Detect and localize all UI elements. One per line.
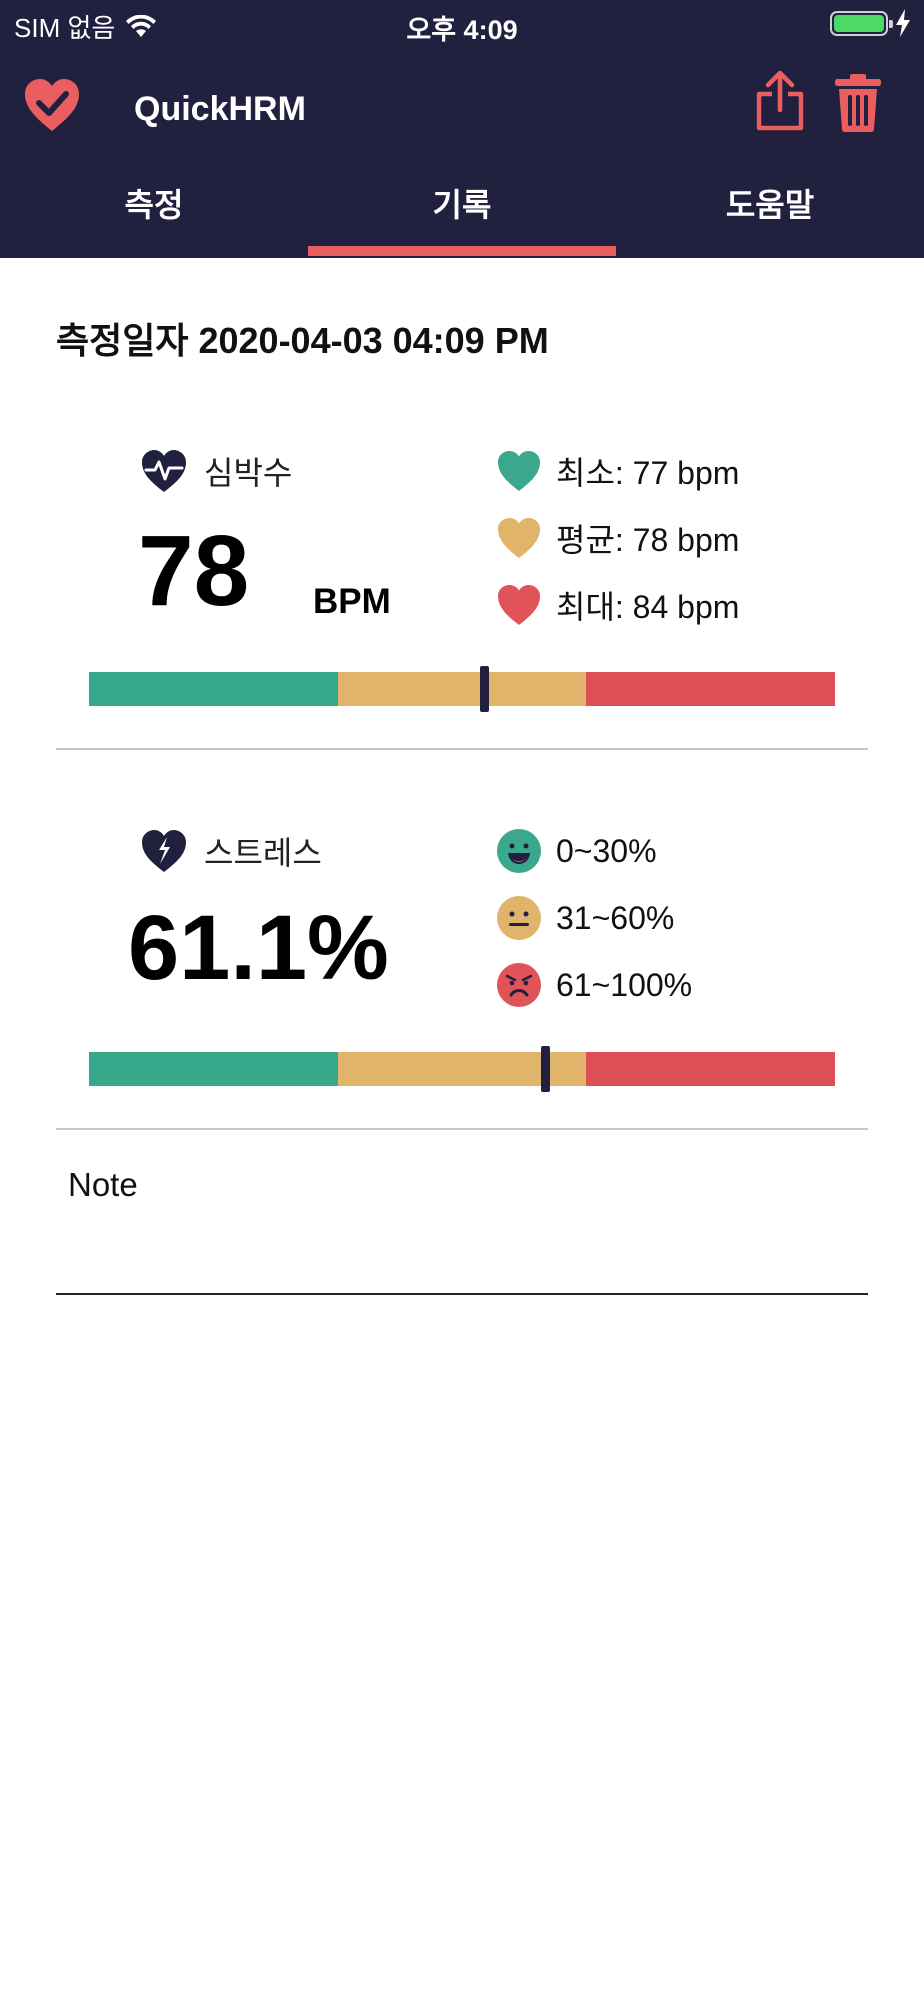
stress-mid-row: 31~60% [496,895,674,941]
heart-rate-gauge [89,666,835,712]
stress-low-row: 0~30% [496,828,657,874]
heart-rate-value: 78 [138,515,250,627]
stress-value: 61.1% [128,897,389,999]
note-input-underline[interactable] [56,1293,868,1295]
tab-help[interactable]: 도움말 [725,187,815,223]
broken-heart-icon [142,830,186,872]
stress-gauge [89,1046,835,1092]
status-time: 오후 4:09 [406,15,518,45]
carrier-label: SIM 없음 [14,13,116,43]
heart-min-icon [498,451,540,491]
stress-label-row: 스트레스 [140,828,322,874]
heart-rate-gauge-marker [480,666,490,712]
heart-avg-icon [498,518,540,558]
stress-mid-text: 31~60% [556,899,675,936]
heart-pulse-icon [142,450,186,492]
heart-check-logo-icon [25,79,79,131]
heart-rate-min-row: 최소: 77 bpm [496,448,739,494]
heart-rate-label-row: 심박수 [140,448,292,494]
heart-rate-max-text: 최대: 84 bpm [556,589,740,625]
neutral-face-icon [497,896,541,940]
angry-face-icon [497,963,541,1007]
heart-rate-unit: BPM [313,582,391,621]
heart-rate-avg-row: 평균: 78 bpm [496,515,739,561]
app-title: QuickHRM [134,90,306,128]
stress-gauge-marker [540,1046,550,1092]
tab-bar: 측정 기록 도움말 [0,168,924,258]
gauge-segment-low [89,672,338,706]
note-label: Note [68,1166,138,1203]
gauge-segment-mid [337,672,587,706]
tab-history[interactable]: 기록 [432,187,492,223]
heart-rate-avg-text: 평균: 78 bpm [556,522,740,558]
trash-icon[interactable] [834,74,882,132]
gauge-segment-high [586,1052,835,1086]
share-icon[interactable] [754,70,806,132]
heart-max-icon [498,585,540,625]
heart-rate-max-row: 최대: 84 bpm [496,582,739,628]
heart-rate-min-text: 최소: 77 bpm [556,455,740,491]
stress-label: 스트레스 [204,835,322,871]
gauge-segment-high [586,672,835,706]
stress-low-text: 0~30% [556,832,657,869]
stress-high-row: 61~100% [496,962,692,1008]
top-header: SIM 없음 오후 4:09 QuickHRM [0,0,924,258]
tab-measure[interactable]: 측정 [124,187,184,223]
gauge-segment-low [89,1052,338,1086]
tab-selected-indicator [308,246,616,256]
status-bar: SIM 없음 오후 4:09 [0,0,924,46]
charging-bolt-icon [896,9,910,37]
app-bar: QuickHRM [0,70,924,156]
section-divider [56,748,868,750]
heart-rate-label: 심박수 [204,455,293,491]
wifi-icon [126,14,157,37]
section-divider [56,1128,868,1130]
battery-icon [830,11,893,36]
record-date: 측정일자 2020-04-03 04:09 PM [56,320,549,361]
stress-high-text: 61~100% [556,966,693,1003]
carrier-info: SIM 없음 [14,8,157,45]
happy-face-icon [497,829,541,873]
